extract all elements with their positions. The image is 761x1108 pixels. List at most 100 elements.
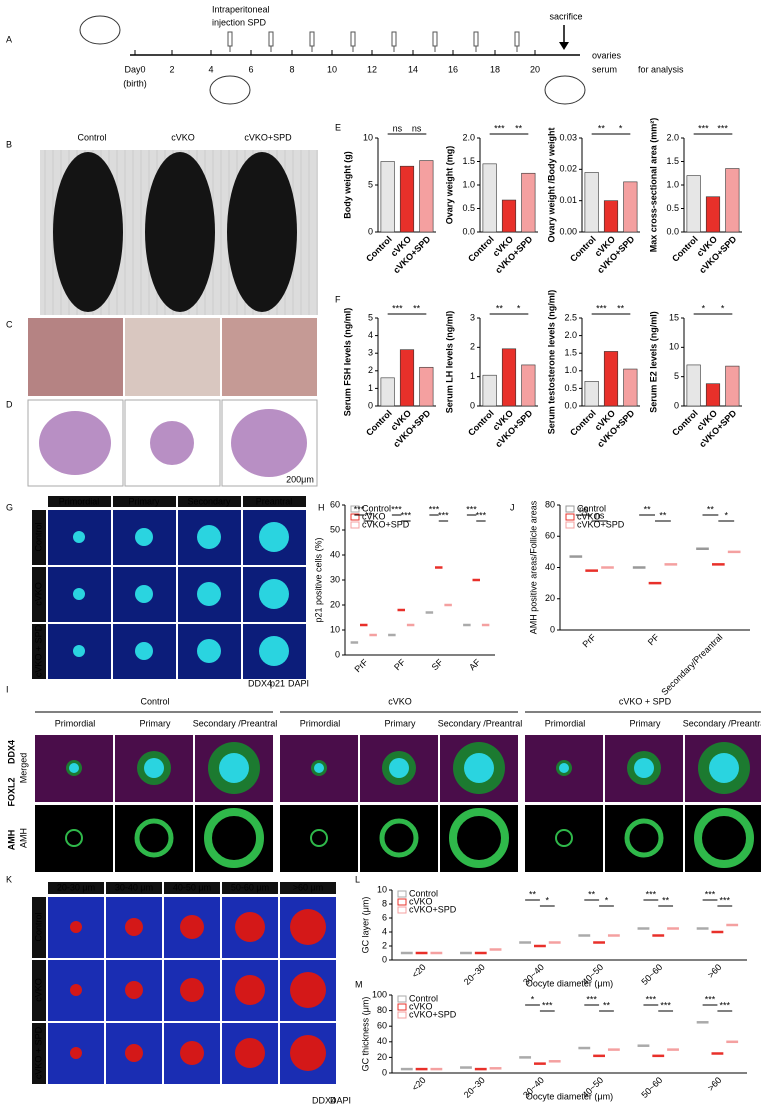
amh-ring [449,808,509,868]
oocyte [73,588,85,600]
bar [725,168,740,233]
oocyte [180,915,204,939]
mouse [227,152,297,312]
bar [521,172,536,233]
y-tick-label: 1 [368,383,373,393]
bar [521,364,536,407]
row-strip [32,1023,46,1084]
x-tick-label: PrF [353,657,371,675]
y-axis-label: Ovary weight /Body weight [546,127,556,242]
oocyte [70,984,82,996]
amh-ring [134,818,174,858]
sig-label: ** [707,504,715,514]
sig-label: *** [705,994,716,1004]
col-label: Primary [385,718,416,728]
y-tick-label: 1.5 [666,156,679,166]
panel-letter: E [335,122,341,132]
row-label: Control [33,522,43,551]
day-label: 14 [408,64,418,74]
amh-ring [204,808,264,868]
y-tick-label: 0.03 [559,132,577,142]
legend-swatch [350,521,360,529]
legend-swatch [397,898,407,906]
row-label: AMH [18,828,28,848]
y-tick-label: 1 [470,371,475,381]
oocyte [559,763,569,773]
panel-letter: F [335,294,341,304]
oocyte [290,909,326,945]
legend-swatch [397,995,407,1003]
bar [603,200,619,233]
sig-label: ** [598,123,606,133]
y-axis-label: Serum FSH levels (ng/ml) [342,308,352,417]
y-tick-label: 0 [368,400,373,410]
y-axis-label: Body weight (g) [342,151,352,219]
y-tick-label: 1.0 [666,179,679,189]
legend-label: cVKO [362,511,386,521]
sig-label: *** [354,504,365,514]
y-tick-label: 0 [470,400,475,410]
oocyte [70,921,82,933]
x-tick-label: Control [466,234,496,264]
y-tick-label: 2.0 [666,132,679,142]
col-label: Secondary /Preantral [438,718,523,728]
label: FOXL2 [6,777,16,806]
amh-ring [624,818,664,858]
sig-label: *** [438,510,449,520]
y-tick-label: 0.5 [666,203,679,213]
panel-letter: B [6,139,12,149]
group-label: cVKO+SPD [244,132,292,142]
oocyte [197,525,221,549]
y-axis-label: p21 positive cells (%) [313,537,323,622]
y-tick-label: 4 [382,926,387,936]
dissection-photo [28,318,123,396]
y-axis-label: Max cross-sectional area (mm²) [648,118,658,253]
sig-label: ** [617,303,625,313]
y-tick-label: 1.0 [462,179,475,189]
legend-swatch [397,890,407,898]
y-tick-label: 2 [470,342,475,352]
y-tick-label: 1.0 [564,365,577,375]
y-tick-label: 6 [382,912,387,922]
oocyte [73,645,85,657]
sig-label: *** [596,303,607,313]
label: AMH [6,830,16,851]
sig-label: ** [365,510,373,520]
label: DDX4 [248,678,272,688]
sig-label: *** [717,123,728,133]
legend-swatch [397,1003,407,1011]
day-note: (birth) [123,78,147,88]
sig-label: *** [401,510,412,520]
sig-label: * [619,123,623,133]
oocyte [259,636,289,666]
legend-swatch [350,505,360,513]
sig-label: * [605,895,609,905]
col-strip [280,882,336,894]
x-tick-label: PF [646,632,662,648]
sig-label: *** [720,1000,731,1010]
oocyte [73,531,85,543]
col-strip [48,496,111,507]
sig-label: ns [595,510,605,520]
dissection-photo [125,318,220,396]
sig-label: ** [413,303,421,313]
y-tick-label: 10 [330,624,340,634]
panel-letter: C [6,319,13,329]
bar [725,365,740,407]
panel-letter: M [355,979,363,989]
micrograph [360,805,438,872]
micrograph [525,805,603,872]
row-label: Merged [18,753,28,784]
legend-swatch [565,513,575,521]
oocyte [290,1035,326,1071]
oocyte [389,758,409,778]
x-tick-label: Secondary/Preantral [659,632,724,697]
y-tick-label: 0 [368,226,373,236]
y-tick-label: 20 [545,593,555,603]
sig-label: ** [496,303,504,313]
y-tick-label: 5 [368,312,373,322]
syringe [227,31,233,47]
amh-ring [379,818,419,858]
syringe [473,31,479,47]
legend-label: cVKO+SPD [362,519,410,529]
